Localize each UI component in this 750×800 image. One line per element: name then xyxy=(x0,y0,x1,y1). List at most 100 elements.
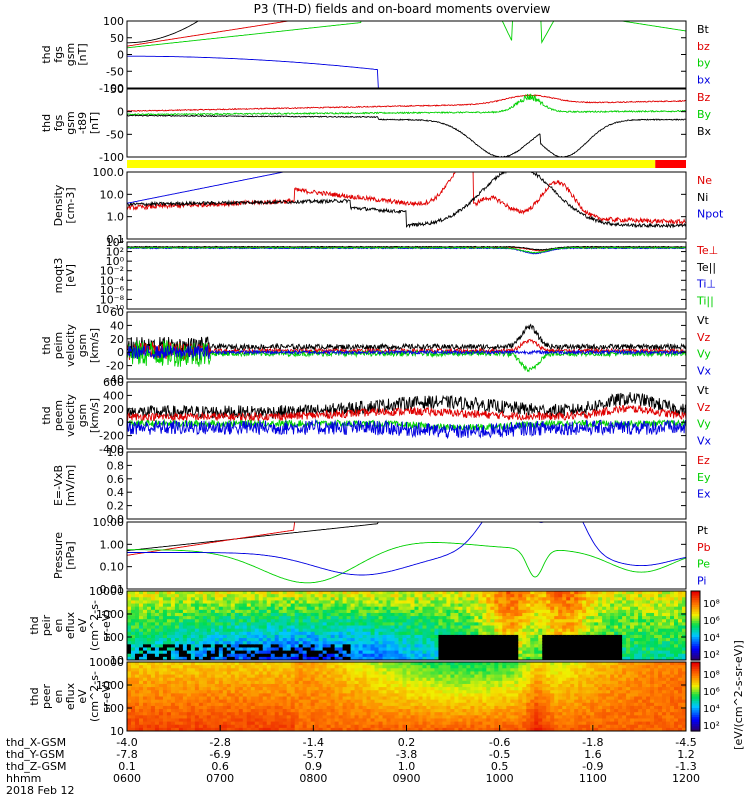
spectrogram-cell xyxy=(134,597,140,602)
spectrogram-cell xyxy=(446,616,452,620)
spectrogram-cell xyxy=(386,616,392,620)
spectrogram-cell xyxy=(326,622,332,627)
spectrogram-cell xyxy=(602,644,607,649)
spectrogram-cell xyxy=(234,609,240,614)
spectrogram-cell xyxy=(258,712,264,716)
spectrogram-cell xyxy=(314,668,320,673)
spectrogram-cell xyxy=(262,616,268,620)
spectrogram-cell xyxy=(450,653,456,658)
spectrogram-cell xyxy=(150,715,156,720)
spectrogram-cell xyxy=(214,696,220,701)
spectrogram-cell xyxy=(246,603,252,608)
spectrogram-cell xyxy=(138,653,144,658)
spectrogram-cell xyxy=(186,609,192,614)
spectrogram-cell xyxy=(130,597,136,602)
spectrogram-cell xyxy=(590,594,595,598)
spectrogram-cell xyxy=(186,653,192,658)
spectrogram-cell xyxy=(130,628,136,633)
spectrogram-cell xyxy=(138,668,144,673)
spectrogram-cell xyxy=(522,653,527,658)
spectrogram-cell xyxy=(610,644,615,649)
spectrogram-cell xyxy=(398,727,404,731)
spectrogram-cell xyxy=(290,591,296,595)
spectrogram-cell xyxy=(178,705,184,710)
spectrogram-cell xyxy=(390,668,396,673)
spectrogram-cell xyxy=(138,693,144,698)
spectrogram-cell xyxy=(370,693,376,698)
spectrogram-cell xyxy=(334,680,340,685)
spectrogram-cell xyxy=(374,653,380,658)
spectrogram-cell xyxy=(154,724,160,729)
spectrogram-cell xyxy=(370,683,376,688)
spectrogram-cell xyxy=(514,634,519,639)
spectrogram-cell xyxy=(350,680,356,685)
spectrogram-cell xyxy=(370,606,376,611)
peir-en-eflux-ytick-label: 100 xyxy=(103,631,124,644)
spectrogram-cell xyxy=(582,603,587,608)
spectrogram-cell xyxy=(146,591,152,595)
spectrogram-cell xyxy=(162,715,168,720)
spectrogram-cell xyxy=(127,693,132,698)
spectrogram-cell xyxy=(134,693,140,698)
spectrogram-cell xyxy=(306,696,312,701)
spectrogram-cell xyxy=(678,622,683,627)
spectrogram-cell xyxy=(162,616,168,620)
spectrogram-cell xyxy=(306,625,312,630)
spectrogram-cell xyxy=(502,594,507,598)
spectrogram-cell xyxy=(146,690,152,694)
spectrogram-cell xyxy=(322,644,328,649)
spectrogram-cell xyxy=(354,721,360,726)
spectrogram-cell xyxy=(146,594,152,598)
spectrogram-cell xyxy=(150,727,156,731)
spectrogram-cell xyxy=(190,683,196,688)
spectrogram-cell xyxy=(390,671,396,676)
spectrogram-cell xyxy=(194,712,200,716)
spectrogram-cell xyxy=(178,696,184,701)
spectrogram-cell xyxy=(362,644,368,649)
spectrogram-cell xyxy=(562,625,567,630)
spectrogram-cell xyxy=(254,709,260,713)
spectrogram-cell xyxy=(546,591,551,595)
spectrogram-cell xyxy=(426,644,432,649)
spectrogram-cell xyxy=(214,705,220,710)
spectrogram-cell xyxy=(678,609,683,614)
spectrogram-cell xyxy=(574,600,579,605)
spectrogram-cell xyxy=(678,638,683,642)
spectrogram-cell xyxy=(498,603,503,608)
spectrogram-cell xyxy=(154,650,160,655)
spectrogram-cell xyxy=(258,609,264,614)
spectrogram-cell xyxy=(214,727,220,731)
spectrogram-cell xyxy=(582,641,587,645)
spectrogram-cell xyxy=(654,609,659,614)
spectrogram-cell xyxy=(382,690,388,694)
spectrogram-cell xyxy=(610,609,615,614)
spectrogram-cell xyxy=(618,603,623,608)
spectrogram-cell xyxy=(506,641,511,645)
spectrogram-cell xyxy=(358,727,364,731)
spectrogram-cell xyxy=(214,683,220,688)
spectrogram-cell xyxy=(634,609,639,614)
spectrogram-cell xyxy=(386,727,392,731)
spectrogram-cell xyxy=(226,718,232,723)
spectrogram-cell xyxy=(514,597,519,602)
spectrogram-cell xyxy=(150,718,156,723)
spectrogram-cell xyxy=(638,650,643,655)
spectrogram-cell xyxy=(186,712,192,716)
spectrogram-cell xyxy=(210,622,216,627)
spectrogram-cell xyxy=(370,622,376,627)
spectrogram-cell xyxy=(142,653,148,658)
spectrogram-cell xyxy=(662,641,667,645)
spectrogram-cell xyxy=(526,647,531,652)
density-legend-1: Ni xyxy=(697,191,708,204)
spectrogram-cell xyxy=(278,727,284,731)
spectrogram-cell xyxy=(250,696,256,701)
spectrogram-cell xyxy=(238,665,244,669)
spectrogram-cell xyxy=(574,606,579,611)
spectrogram-cell xyxy=(654,591,659,595)
spectrogram-cell xyxy=(606,619,611,623)
spectrogram-cell xyxy=(358,647,364,652)
spectrogram-cell xyxy=(334,715,340,720)
spectrogram-cell xyxy=(322,631,328,636)
spectrogram-cell xyxy=(282,616,288,620)
spectrogram-cell xyxy=(590,650,595,655)
